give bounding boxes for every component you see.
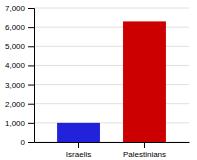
y-tick: 7,000	[5, 4, 34, 13]
y-tick: 1,000	[5, 119, 34, 128]
x-tick-label: Palestinians	[123, 150, 166, 159]
y-tick-mark	[28, 85, 34, 86]
y-tick-label: 1,000	[5, 119, 26, 128]
y-tick-label: 2,000	[5, 100, 26, 109]
bar	[57, 123, 100, 142]
y-tick-mark	[28, 8, 34, 9]
y-tick-label: 6,000	[5, 23, 26, 32]
y-tick-mark	[28, 65, 34, 66]
y-tick-label: 3,000	[5, 81, 26, 90]
y-tick: 4,000	[5, 61, 34, 70]
y-tick: 5,000	[5, 42, 34, 51]
y-tick: 2,000	[5, 100, 34, 109]
y-tick-label: 7,000	[5, 4, 26, 13]
y-tick-mark	[28, 142, 34, 143]
bar	[123, 21, 166, 142]
bars	[57, 21, 166, 142]
x-axis: Israelis Palestinians	[35, 142, 190, 159]
y-tick: 3,000	[5, 81, 34, 90]
y-tick: 6,000	[5, 23, 34, 32]
y-tick: 0	[21, 138, 34, 147]
x-tick-mark	[144, 142, 145, 148]
x-tick: Israelis	[66, 142, 91, 159]
x-tick: Palestinians	[123, 142, 166, 159]
y-axis-line	[28, 9, 35, 143]
grid	[34, 8, 189, 142]
plot: 0 1,000 2,000 3,000 4,000 5,000 6,000 7,000 Isra…	[5, 4, 190, 159]
y-tick-label: 0	[21, 138, 26, 147]
chart: 0 1,000 2,000 3,000 4,000 5,000 6,000 7,000 Isra…	[0, 0, 197, 160]
y-axis: 0 1,000 2,000 3,000 4,000 5,000 6,000 7,000	[5, 4, 35, 147]
y-tick-mark	[28, 27, 34, 28]
x-tick-mark	[78, 142, 79, 148]
y-tick-mark	[28, 123, 34, 124]
x-axis-line	[35, 142, 190, 143]
y-tick-label: 4,000	[5, 61, 26, 70]
grid-line	[34, 8, 189, 9]
y-tick-mark	[28, 104, 34, 105]
y-tick-mark	[28, 46, 34, 47]
y-tick-label: 5,000	[5, 42, 26, 51]
x-tick-label: Israelis	[66, 150, 91, 159]
